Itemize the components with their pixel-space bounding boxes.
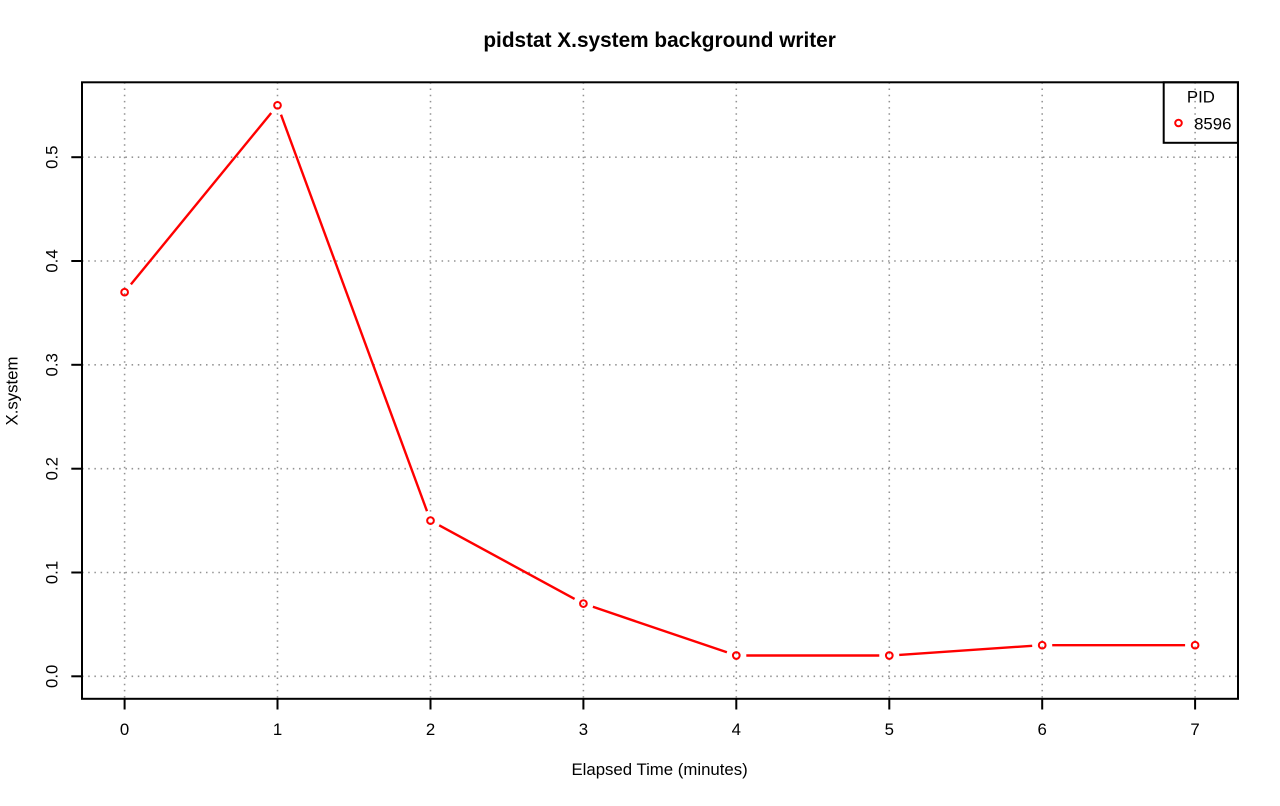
svg-text:0.1: 0.1 [42,561,61,584]
svg-text:4: 4 [732,720,741,739]
svg-text:0.2: 0.2 [42,457,61,480]
svg-text:2: 2 [426,720,435,739]
svg-text:PID: PID [1187,88,1215,107]
svg-text:5: 5 [885,720,894,739]
svg-text:0: 0 [120,720,129,739]
svg-text:7: 7 [1190,720,1199,739]
svg-text:0.0: 0.0 [42,665,61,688]
svg-text:1: 1 [273,720,282,739]
svg-text:pidstat X.system background wr: pidstat X.system background writer [483,29,835,52]
svg-text:Elapsed Time (minutes): Elapsed Time (minutes) [571,760,747,779]
svg-text:0.3: 0.3 [42,353,61,376]
svg-text:6: 6 [1038,720,1047,739]
svg-text:8596: 8596 [1194,115,1231,134]
svg-text:0.5: 0.5 [42,146,61,169]
svg-text:0.4: 0.4 [42,249,61,272]
svg-text:3: 3 [579,720,588,739]
svg-text:X.system: X.system [2,356,21,425]
